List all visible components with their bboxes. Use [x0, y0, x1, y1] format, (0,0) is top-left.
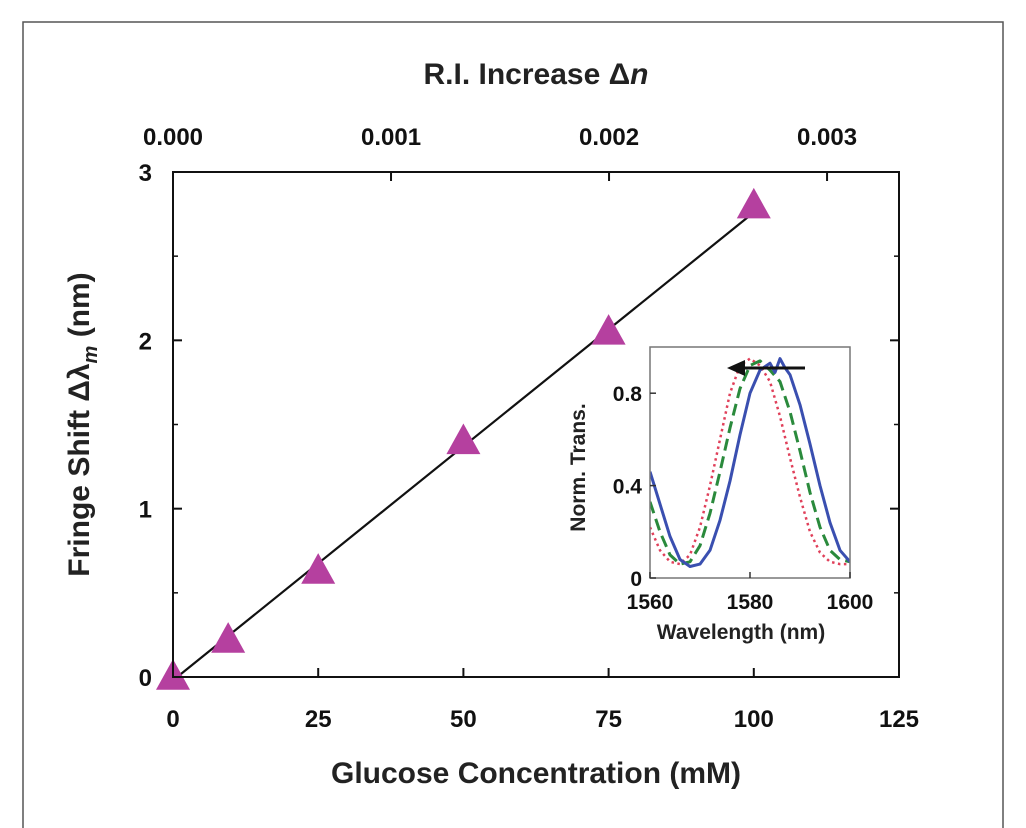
y-tick-label: 1 [139, 497, 152, 524]
top-axis-title: R.I. Increase Δn [424, 58, 649, 91]
spectrum-line-solid [650, 357, 850, 568]
y-tick-label: 3 [139, 160, 152, 187]
y-axis-title-subscript: m [80, 346, 102, 364]
top-x-tick-label: 0.000 [143, 124, 203, 151]
inset-x-axis-title: Wavelength (nm) [657, 621, 825, 644]
inset-x-tick-label: 1600 [827, 591, 874, 614]
x-tick-label: 0 [166, 706, 179, 733]
y-axis-title-main: Fringe Shift Δλ [63, 363, 96, 577]
y-axis-title: Fringe Shift Δλm (nm) [63, 272, 102, 576]
top-x-tick-label: 0.001 [361, 124, 421, 151]
x-tick-label: 125 [879, 706, 919, 733]
inset-y-tick-label: 0.8 [613, 383, 643, 406]
top-axis-title-main: R.I. Increase Δ [424, 58, 631, 91]
top-axis-title-variable: n [630, 58, 648, 91]
data-point [591, 314, 626, 345]
inset-y-tick-label: 0 [630, 568, 642, 591]
main-plot: 0 25 50 75 100 125 0.000 0.001 0.002 0.003 0 1 2 3 Gl… [63, 58, 919, 790]
top-x-tick-label: 0.002 [579, 124, 639, 151]
inset-plot: 1560 1580 1600 0 0.4 0.8 Wavelength (nm) Norm… [567, 346, 874, 644]
inset-x-tick-label: 1580 [727, 591, 774, 614]
y-tick-label: 0 [139, 665, 152, 692]
top-x-tick-label: 0.003 [797, 124, 857, 151]
shift-arrow [727, 360, 805, 376]
x-tick-label: 75 [595, 706, 622, 733]
inset-x-tick-label: 1560 [627, 591, 674, 614]
data-point [736, 187, 771, 219]
y-axis-title-unit: (nm) [63, 272, 96, 345]
inset-y-axis-title: Norm. Trans. [567, 403, 590, 531]
data-point [211, 622, 246, 653]
main-ticks-layer: 0 25 50 75 100 125 0.000 0.001 0.002 0.003 0 1 2 3 [139, 124, 919, 733]
inset-lines-layer [650, 357, 850, 568]
data-point [301, 553, 336, 584]
data-point [446, 423, 481, 455]
x-axis-title: Glucose Concentration (mM) [331, 757, 741, 790]
inset-ticks-layer: 1560 1580 1600 0 0.4 0.8 [613, 383, 874, 614]
y-tick-label: 2 [139, 328, 152, 355]
inset-y-tick-label: 0.4 [613, 476, 643, 499]
x-tick-label: 100 [734, 706, 774, 733]
inset-background [650, 347, 850, 578]
shift-arrow-head [727, 360, 745, 376]
x-tick-label: 25 [305, 706, 332, 733]
x-tick-label: 50 [450, 706, 477, 733]
